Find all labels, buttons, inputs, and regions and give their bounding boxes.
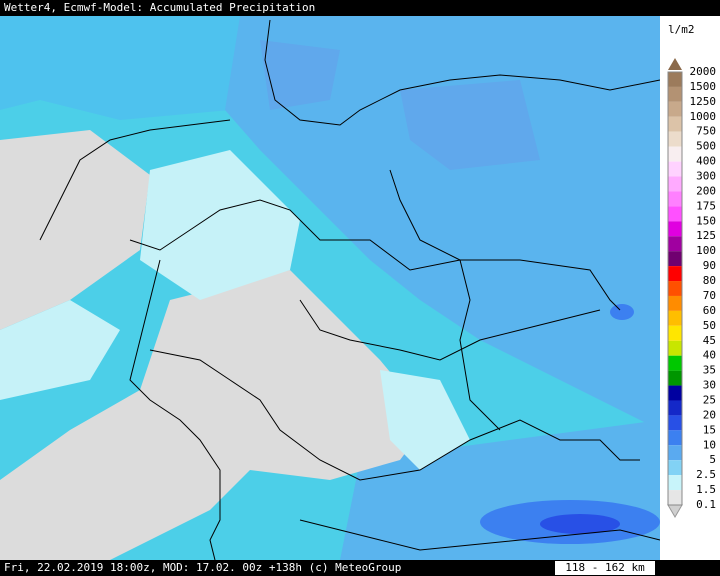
legend-label: 1.5 bbox=[696, 483, 716, 496]
precip-area bbox=[400, 80, 540, 170]
legend-swatch bbox=[668, 325, 682, 341]
legend-label: 300 bbox=[696, 170, 716, 183]
border bbox=[149, 349, 640, 481]
legend-swatch bbox=[668, 475, 682, 491]
legend-label: 1250 bbox=[690, 95, 717, 108]
legend-swatch bbox=[668, 340, 682, 356]
border bbox=[389, 169, 501, 431]
legend-label: 15 bbox=[703, 423, 716, 436]
legend-label: 10 bbox=[703, 438, 716, 451]
map bbox=[0, 16, 661, 561]
legend-swatch bbox=[668, 295, 682, 311]
border bbox=[129, 259, 221, 561]
scale-box bbox=[555, 561, 655, 575]
legend-label: 70 bbox=[703, 289, 716, 302]
legend-swatch bbox=[668, 445, 682, 461]
precip-area bbox=[610, 304, 634, 320]
legend-label: 125 bbox=[696, 229, 716, 242]
legend-swatch bbox=[668, 116, 682, 132]
legend-label: 750 bbox=[696, 125, 716, 138]
legend-label: 175 bbox=[696, 199, 716, 212]
legend-swatch bbox=[668, 101, 682, 117]
legend-label: 150 bbox=[696, 214, 716, 227]
legend-swatch bbox=[668, 191, 682, 207]
legend-label: 90 bbox=[703, 259, 716, 272]
legend-label: 200 bbox=[696, 184, 716, 197]
precip-area bbox=[540, 514, 620, 534]
legend-label: 40 bbox=[703, 349, 716, 362]
legend-label: 0.1 bbox=[696, 498, 716, 511]
legend-swatch bbox=[668, 161, 682, 177]
legend-arrow bbox=[668, 58, 682, 70]
legend-label: 60 bbox=[703, 304, 716, 317]
border bbox=[299, 519, 661, 551]
legend-swatch bbox=[668, 460, 682, 476]
borders bbox=[39, 19, 661, 561]
dry-area bbox=[0, 130, 150, 330]
legend-label: 100 bbox=[696, 244, 716, 257]
legend-swatch bbox=[668, 251, 682, 267]
legend-swatch bbox=[668, 430, 682, 446]
legend-unit: l/m2 bbox=[668, 23, 695, 36]
legend-swatch bbox=[668, 310, 682, 326]
coastline bbox=[264, 19, 661, 126]
legend-label: 2.5 bbox=[696, 468, 716, 481]
legend-swatch bbox=[668, 490, 682, 505]
legend-label: 30 bbox=[703, 379, 716, 392]
legend-swatch bbox=[668, 236, 682, 252]
header-bar bbox=[0, 0, 720, 16]
precip-area bbox=[225, 16, 660, 430]
legend-label: 400 bbox=[696, 155, 716, 168]
dry-area bbox=[0, 270, 430, 560]
legend-label: 1500 bbox=[690, 80, 717, 93]
precip-area bbox=[140, 150, 300, 300]
border bbox=[129, 199, 621, 311]
legend-label: 80 bbox=[703, 274, 716, 287]
legend-swatch bbox=[668, 72, 682, 87]
legend-swatch bbox=[668, 370, 682, 386]
legend-label: 20 bbox=[703, 408, 716, 421]
legend-label: 2000 bbox=[690, 65, 717, 78]
legend-swatch bbox=[668, 385, 682, 401]
legend-swatch bbox=[668, 131, 682, 147]
legend-swatch bbox=[668, 146, 682, 162]
border bbox=[299, 299, 601, 361]
precip-area bbox=[380, 370, 470, 470]
legend-swatch bbox=[668, 400, 682, 416]
legend-swatch bbox=[668, 176, 682, 192]
legend-swatch bbox=[668, 221, 682, 237]
legend-label: 500 bbox=[696, 140, 716, 153]
legend-label: 50 bbox=[703, 319, 716, 332]
legend-label: 1000 bbox=[690, 110, 717, 123]
precip-area bbox=[0, 300, 120, 400]
scale-label: 118 - 162 km bbox=[565, 561, 645, 574]
legend-label: 5 bbox=[709, 453, 716, 466]
precip-area bbox=[0, 16, 240, 120]
footer-bar bbox=[0, 560, 720, 576]
legend-label: 25 bbox=[703, 393, 716, 406]
legend-swatch bbox=[668, 355, 682, 371]
legend-label: 45 bbox=[703, 334, 716, 347]
precip-area bbox=[260, 40, 340, 110]
legend-frame bbox=[667, 71, 683, 506]
legend-swatch bbox=[668, 86, 682, 102]
coastline bbox=[39, 119, 231, 241]
legend-swatch bbox=[668, 206, 682, 222]
title: Wetter4, Ecmwf-Model: Accumulated Precip… bbox=[4, 1, 315, 14]
legend-swatch bbox=[668, 266, 682, 282]
footer-text: Fri, 22.02.2019 18:00z, MOD: 17.02. 00z … bbox=[4, 561, 401, 574]
legend-swatch bbox=[668, 415, 682, 431]
legend-swatch bbox=[668, 281, 682, 296]
legend-label: 35 bbox=[703, 364, 716, 377]
